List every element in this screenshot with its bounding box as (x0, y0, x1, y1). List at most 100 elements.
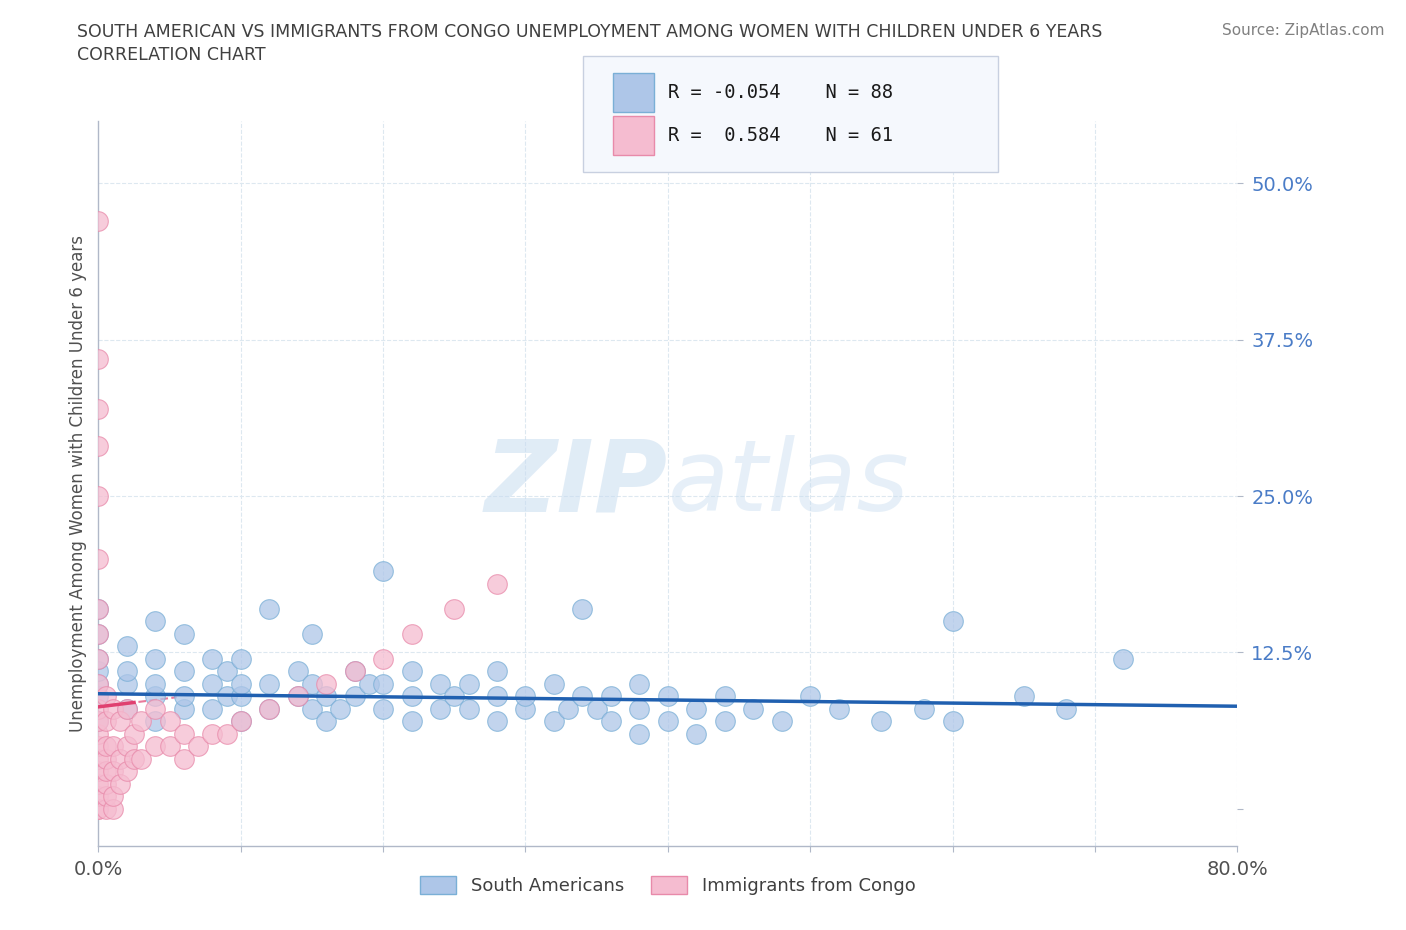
Point (87, 401, 110, 416)
Point (87, 488, 110, 503)
Point (108, 751, 131, 766)
Point (94, 689, 117, 704)
Point (101, 789, 124, 804)
Point (259, 701, 281, 716)
Point (87, 714, 110, 729)
Point (315, 676, 337, 691)
Point (600, 714, 623, 729)
Point (401, 689, 423, 704)
Point (401, 714, 423, 729)
Point (457, 701, 479, 716)
Point (159, 738, 181, 753)
Point (515, 701, 537, 716)
Point (329, 701, 352, 716)
Point (87, 738, 110, 753)
Point (343, 664, 366, 679)
Point (657, 714, 679, 729)
Point (101, 764, 124, 778)
Point (87, 664, 110, 679)
Point (373, 651, 395, 666)
Point (87, 626, 110, 641)
Point (87, 726, 110, 741)
Point (259, 676, 281, 691)
Point (215, 726, 238, 741)
Point (373, 676, 395, 691)
Point (115, 639, 138, 654)
Point (287, 689, 309, 704)
Text: R = -0.054    N = 88: R = -0.054 N = 88 (668, 83, 893, 101)
Point (429, 701, 451, 716)
Point (714, 689, 737, 704)
Text: SOUTH AMERICAN VS IMMIGRANTS FROM CONGO UNEMPLOYMENT AMONG WOMEN WITH CHILDREN U: SOUTH AMERICAN VS IMMIGRANTS FROM CONGO … (77, 23, 1102, 41)
Point (87, 689, 110, 704)
Point (229, 714, 252, 729)
Point (443, 601, 465, 616)
Text: ZIP: ZIP (485, 435, 668, 532)
Text: R =  0.584    N = 61: R = 0.584 N = 61 (668, 126, 893, 145)
Point (557, 701, 579, 716)
Point (215, 664, 238, 679)
Point (287, 664, 309, 679)
Text: CORRELATION CHART: CORRELATION CHART (77, 46, 266, 64)
Point (429, 676, 451, 691)
Point (343, 689, 366, 704)
Point (87, 439, 110, 454)
Point (343, 664, 366, 679)
Point (685, 701, 707, 716)
Point (628, 726, 651, 741)
Point (543, 676, 565, 691)
Point (628, 676, 651, 691)
Point (229, 714, 252, 729)
Point (159, 714, 181, 729)
Point (457, 676, 479, 691)
Point (571, 601, 593, 616)
Point (122, 726, 145, 741)
Point (145, 714, 167, 729)
Point (201, 651, 224, 666)
Point (87, 802, 110, 817)
Point (87, 626, 110, 641)
Text: Source: ZipAtlas.com: Source: ZipAtlas.com (1222, 23, 1385, 38)
Point (912, 701, 935, 716)
Point (628, 701, 651, 716)
Point (229, 689, 252, 704)
Point (145, 701, 167, 716)
Point (714, 714, 737, 729)
Point (443, 689, 465, 704)
Point (87, 601, 110, 616)
Point (571, 689, 593, 704)
Point (173, 664, 195, 679)
Point (94, 777, 117, 791)
Point (87, 601, 110, 616)
Point (173, 701, 195, 716)
Point (942, 614, 965, 629)
Point (173, 751, 195, 766)
Point (301, 626, 323, 641)
Point (87, 214, 110, 229)
Point (942, 714, 965, 729)
Point (94, 802, 117, 817)
Point (87, 764, 110, 778)
Point (373, 564, 395, 578)
Point (401, 626, 423, 641)
Point (145, 614, 167, 629)
Point (145, 651, 167, 666)
Text: atlas: atlas (668, 435, 910, 532)
Point (287, 689, 309, 704)
Point (486, 577, 509, 591)
Point (87, 789, 110, 804)
Point (87, 701, 110, 716)
Point (94, 789, 117, 804)
Point (543, 714, 565, 729)
Point (115, 764, 138, 778)
Point (585, 701, 607, 716)
Point (87, 676, 110, 691)
Point (94, 751, 117, 766)
Point (201, 726, 224, 741)
Point (315, 689, 337, 704)
Point (108, 714, 131, 729)
Point (742, 701, 765, 716)
Point (115, 676, 138, 691)
Point (1112, 651, 1135, 666)
Point (259, 701, 281, 716)
